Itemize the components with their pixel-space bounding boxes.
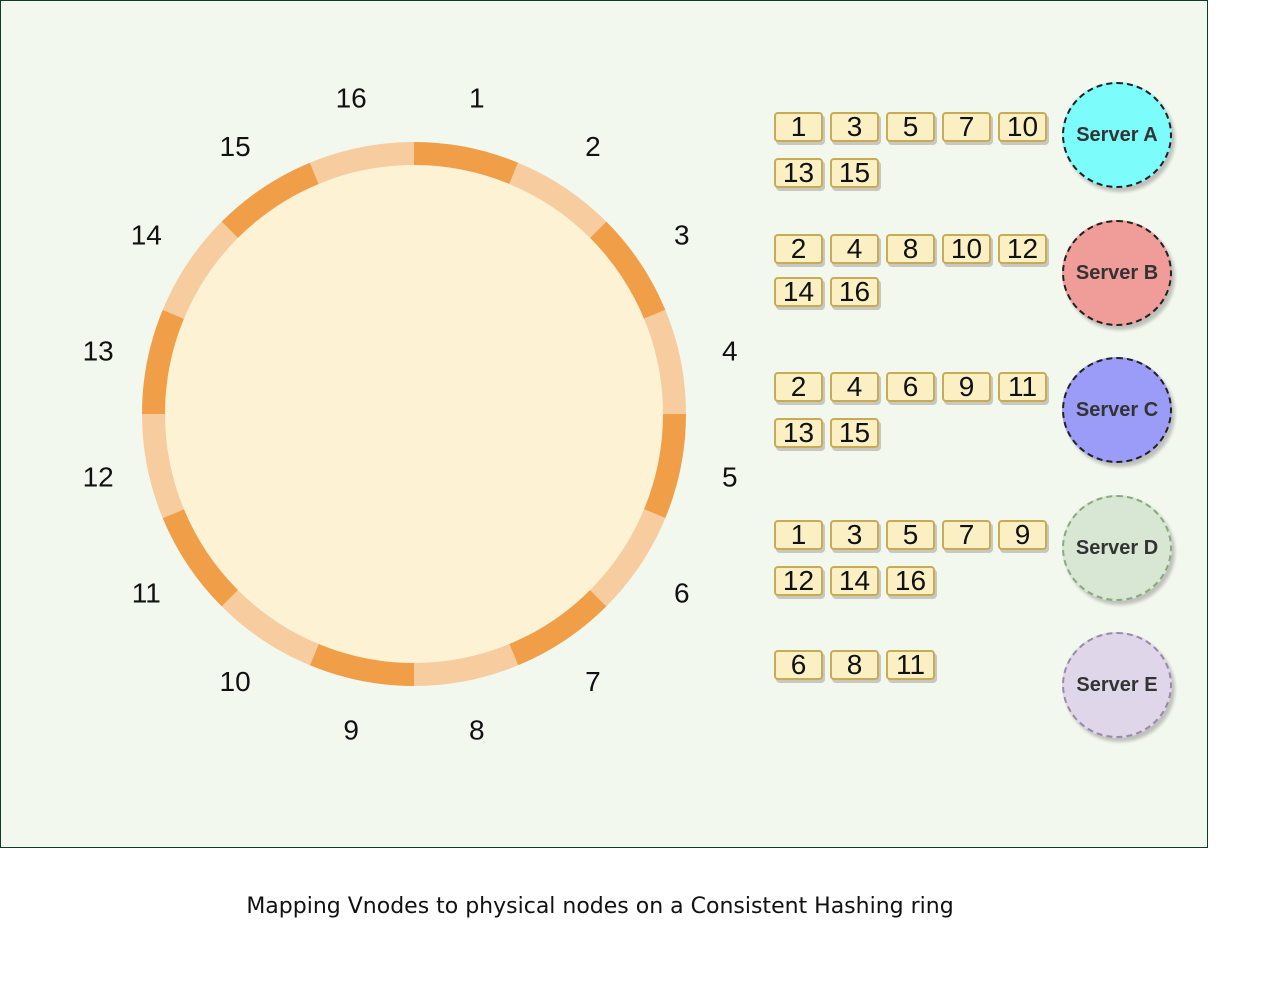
- ring-label-2: 2: [585, 131, 601, 162]
- server-d-vnodes-row-1: 1 3 5 7 9: [774, 520, 1047, 550]
- ring-segment-15: [221, 162, 319, 238]
- ring-label-8: 8: [469, 714, 485, 745]
- vnode-chip: 4: [830, 234, 879, 264]
- vnode-chip: 9: [942, 372, 991, 402]
- vnode-chip: 15: [830, 418, 879, 448]
- ring-segment-1: [414, 142, 519, 184]
- vnode-chip: 2: [774, 234, 823, 264]
- vnode-chip: 15: [830, 158, 879, 188]
- vnode-chip: 6: [886, 372, 935, 402]
- ring-segment-9: [309, 644, 414, 686]
- vnode-chip: 16: [886, 566, 935, 596]
- vnode-chip: 12: [774, 566, 823, 596]
- ring-segment-3: [590, 221, 666, 319]
- server-a-vnodes-row-2: 13 15: [774, 158, 879, 188]
- server-d-node: Server D: [1062, 495, 1172, 601]
- vnode-chip: 14: [774, 277, 823, 307]
- vnode-chip: 13: [774, 158, 823, 188]
- server-c-node: Server C: [1062, 357, 1172, 463]
- ring-label-6: 6: [674, 577, 690, 608]
- ring-segment-6: [590, 509, 666, 607]
- vnode-chip: 11: [886, 650, 935, 680]
- ring-segment-13: [142, 309, 184, 414]
- ring-segment-12: [142, 414, 184, 519]
- vnode-chip: 10: [942, 234, 991, 264]
- ring-segment-7: [509, 590, 607, 666]
- ring-segment-14: [162, 221, 238, 319]
- ring-segment-5: [644, 414, 686, 519]
- server-b-vnodes-row-1: 2 4 8 10 12: [774, 234, 1047, 264]
- ring-segment-2: [509, 162, 607, 238]
- server-b-node: Server B: [1062, 220, 1172, 326]
- vnode-chip: 14: [830, 566, 879, 596]
- ring-segment-8: [414, 644, 519, 686]
- ring-label-13: 13: [83, 336, 114, 367]
- server-e-node: Server E: [1062, 632, 1172, 738]
- ring-label-12: 12: [83, 461, 114, 492]
- vnode-chip: 9: [998, 520, 1047, 550]
- ring-label-15: 15: [220, 131, 251, 162]
- vnode-chip: 5: [886, 520, 935, 550]
- server-a-vnodes-row-1: 1 3 5 7 10: [774, 112, 1047, 142]
- vnode-chip: 1: [774, 112, 823, 142]
- server-d-vnodes-row-2: 12 14 16: [774, 566, 935, 596]
- vnode-chip: 3: [830, 112, 879, 142]
- ring-label-16: 16: [336, 83, 367, 114]
- vnode-chip: 11: [998, 372, 1047, 402]
- ring-label-1: 1: [469, 83, 485, 114]
- server-b-vnodes-row-2: 14 16: [774, 277, 879, 307]
- ring-label-11: 11: [132, 577, 161, 608]
- vnode-chip: 5: [886, 112, 935, 142]
- vnode-chip: 7: [942, 112, 991, 142]
- server-c-vnodes-row-2: 13 15: [774, 418, 879, 448]
- diagram-panel: 1 2 3 4 5 6 7 8 9 10 11 12 13 14 15 16 1 3 5 7 10 13 15…: [0, 0, 1208, 848]
- vnode-chip: 6: [774, 650, 823, 680]
- ring-label-4: 4: [722, 336, 738, 367]
- ring-inner-area: [165, 165, 663, 663]
- ring-label-14: 14: [131, 220, 162, 251]
- vnode-chip: 4: [830, 372, 879, 402]
- ring-segment-10: [221, 590, 319, 666]
- vnode-chip: 3: [830, 520, 879, 550]
- server-c-vnodes-row-1: 2 4 6 9 11: [774, 372, 1047, 402]
- ring-label-3: 3: [674, 220, 690, 251]
- ring-label-7: 7: [585, 666, 601, 697]
- ring-segment-16: [309, 142, 414, 184]
- ring-label-5: 5: [722, 461, 738, 492]
- figure-caption: Mapping Vnodes to physical nodes on a Co…: [246, 894, 954, 919]
- ring-label-9: 9: [343, 714, 359, 745]
- ring-label-10: 10: [220, 666, 251, 697]
- ring-segment-4: [644, 309, 686, 414]
- vnode-chip: 8: [830, 650, 879, 680]
- server-e-vnodes-row-1: 6 8 11: [774, 650, 935, 680]
- ring-segment-11: [162, 509, 238, 607]
- vnode-chip: 8: [886, 234, 935, 264]
- vnode-chip: 2: [774, 372, 823, 402]
- vnode-chip: 1: [774, 520, 823, 550]
- vnode-chip: 12: [998, 234, 1047, 264]
- server-a-node: Server A: [1062, 82, 1172, 188]
- vnode-chip: 13: [774, 418, 823, 448]
- vnode-chip: 16: [830, 277, 879, 307]
- vnode-chip: 7: [942, 520, 991, 550]
- vnode-chip: 10: [998, 112, 1047, 142]
